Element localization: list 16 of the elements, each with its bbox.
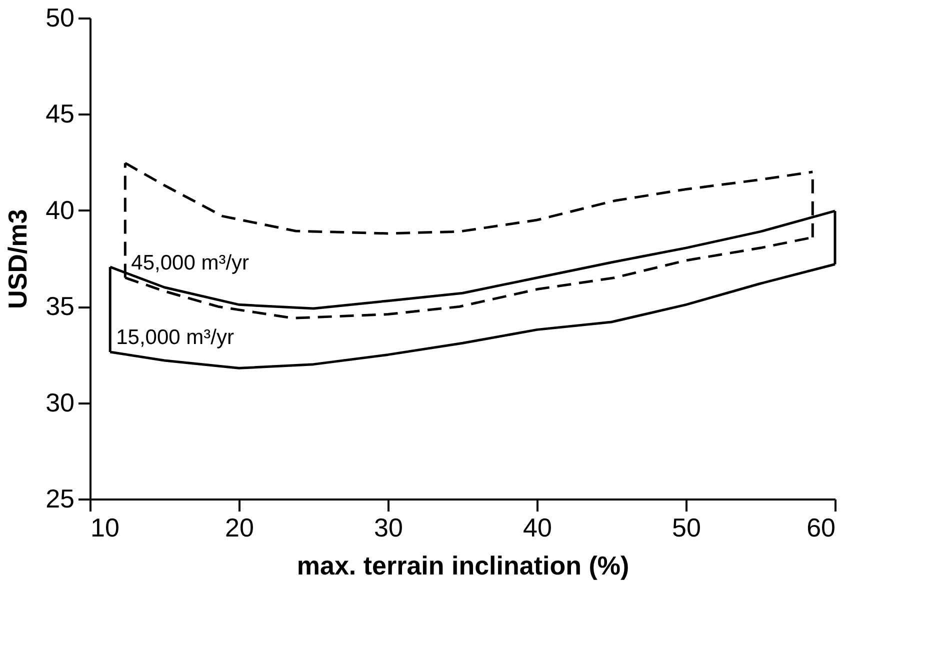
x-tick-label: 10	[90, 512, 120, 542]
series-label: 45,000 m³/yr	[131, 252, 250, 275]
y-tick-label: 30	[46, 387, 74, 418]
x-tick-label: 30	[374, 512, 403, 542]
x-tick-label: 50	[672, 512, 701, 542]
y-tick-label: 35	[46, 291, 74, 322]
x-tick-label: 40	[523, 512, 552, 542]
y-axis-title: USD/m3	[2, 209, 33, 309]
y-tick-label: 25	[46, 484, 74, 514]
y-tick-label: 45	[46, 98, 74, 129]
x-tick-label: 20	[225, 512, 254, 542]
y-tick-label: 40	[46, 194, 74, 225]
x-tick-label: 60	[806, 512, 836, 542]
y-tick-label: 50	[46, 2, 74, 32]
series-label: 15,000 m³/yr	[116, 326, 234, 350]
x-axis-title: max. terrain inclination (%)	[296, 550, 630, 580]
